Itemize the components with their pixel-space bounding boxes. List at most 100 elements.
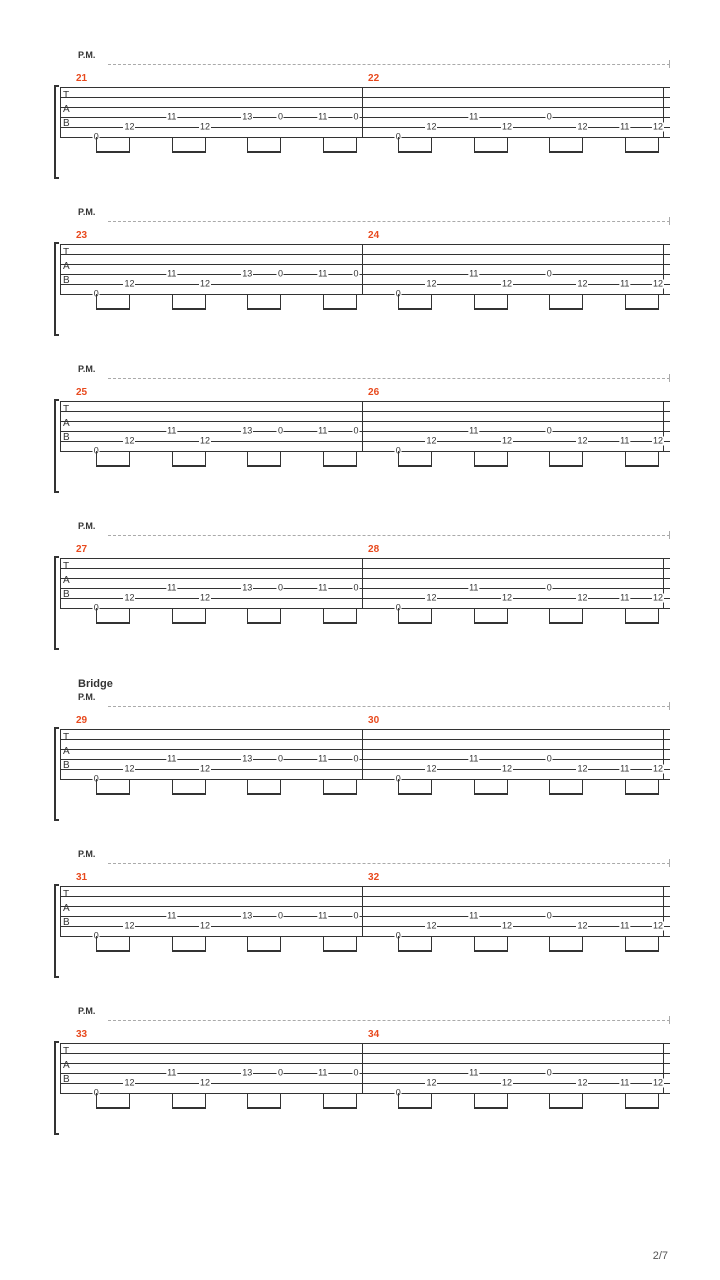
barline	[362, 244, 363, 294]
fret-number: 13	[241, 427, 253, 436]
measure-number: 22	[368, 73, 379, 84]
fret-number: 0	[352, 912, 359, 921]
fret-number: 0	[352, 113, 359, 122]
measure-number: 23	[76, 230, 87, 241]
tab-staff: TAB012111213011001211120121112	[60, 558, 670, 608]
fret-number: 12	[501, 280, 513, 289]
fret-number: 11	[166, 427, 177, 436]
tab-staff: TAB012111213011001211120121112	[60, 87, 670, 137]
barline	[362, 558, 363, 608]
tab-clef: TAB	[63, 890, 70, 932]
fret-number: 0	[277, 1069, 284, 1078]
fret-number: 11	[619, 594, 630, 603]
fret-number: 12	[576, 123, 588, 132]
fret-number: 12	[199, 123, 211, 132]
pm-label: P.M.	[78, 364, 670, 374]
system-bracket	[50, 1029, 60, 1115]
tab-clef: TAB	[63, 91, 70, 133]
tab-staff: TAB012111213011001211120121112	[60, 729, 670, 779]
stem-row	[60, 608, 670, 630]
fret-number: 11	[619, 922, 630, 931]
fret-number: 12	[501, 594, 513, 603]
stem-row	[60, 779, 670, 801]
pm-label: P.M.	[78, 207, 670, 217]
fret-number: 12	[199, 922, 211, 931]
fret-number: 11	[317, 912, 328, 921]
fret-number: 12	[123, 437, 135, 446]
tab-clef: TAB	[63, 1047, 70, 1089]
barline	[362, 1043, 363, 1093]
fret-number: 11	[317, 584, 328, 593]
fret-number: 0	[546, 755, 553, 764]
fret-number: 12	[501, 765, 513, 774]
fret-number: 12	[425, 280, 437, 289]
fret-number: 12	[199, 594, 211, 603]
barline	[362, 886, 363, 936]
fret-number: 11	[468, 427, 479, 436]
barline	[60, 729, 61, 779]
pm-label: P.M.	[78, 521, 670, 531]
pm-label: P.M.	[78, 50, 670, 60]
barline	[362, 401, 363, 451]
barline	[60, 401, 61, 451]
fret-number: 11	[317, 427, 328, 436]
pm-dashes	[108, 218, 670, 226]
fret-number: 13	[241, 113, 253, 122]
barline	[60, 1043, 61, 1093]
fret-number: 0	[352, 270, 359, 279]
section-label: Bridge	[78, 678, 670, 690]
fret-number: 12	[123, 922, 135, 931]
fret-number: 12	[501, 1079, 513, 1088]
measure-number: 30	[368, 715, 379, 726]
fret-number: 12	[199, 1079, 211, 1088]
fret-number: 0	[352, 755, 359, 764]
pm-dashes	[108, 375, 670, 383]
tab-system: P.M.2122TAB012111213011001211120121112	[50, 50, 670, 159]
fret-number: 0	[546, 1069, 553, 1078]
pm-label: P.M.	[78, 1006, 670, 1016]
pm-dashes	[108, 61, 670, 69]
pm-label: P.M.	[78, 849, 670, 859]
fret-number: 11	[619, 437, 630, 446]
stem-row	[60, 137, 670, 159]
fret-number: 11	[166, 270, 177, 279]
tab-clef: TAB	[63, 733, 70, 775]
fret-number: 12	[425, 437, 437, 446]
fret-number: 11	[468, 113, 479, 122]
stem-row	[60, 451, 670, 473]
pm-label: P.M.	[78, 692, 670, 702]
tab-clef: TAB	[63, 248, 70, 290]
fret-number: 11	[468, 1069, 479, 1078]
fret-number: 12	[501, 123, 513, 132]
measure-number: 21	[76, 73, 87, 84]
fret-number: 12	[652, 922, 664, 931]
tab-system: P.M.3132TAB012111213011001211120121112	[50, 849, 670, 958]
fret-number: 11	[166, 1069, 177, 1078]
tab-clef: TAB	[63, 562, 70, 604]
fret-number: 12	[576, 1079, 588, 1088]
stem-row	[60, 936, 670, 958]
fret-number: 11	[166, 584, 177, 593]
tab-staff: TAB012111213011001211120121112	[60, 886, 670, 936]
fret-number: 12	[576, 922, 588, 931]
fret-number: 0	[546, 113, 553, 122]
barline	[60, 558, 61, 608]
measure-number: 25	[76, 387, 87, 398]
fret-number: 0	[277, 755, 284, 764]
tab-system: P.M.2526TAB012111213011001211120121112	[50, 364, 670, 473]
system-bracket	[50, 387, 60, 473]
fret-number: 12	[199, 437, 211, 446]
page-number: 2/7	[653, 1250, 668, 1262]
tab-system: P.M.2324TAB012111213011001211120121112	[50, 207, 670, 316]
fret-number: 0	[277, 427, 284, 436]
fret-number: 12	[123, 594, 135, 603]
fret-number: 12	[652, 123, 664, 132]
fret-number: 12	[425, 594, 437, 603]
pm-dashes	[108, 1017, 670, 1025]
fret-number: 12	[501, 437, 513, 446]
measure-number: 34	[368, 1029, 379, 1040]
fret-number: 0	[546, 584, 553, 593]
fret-number: 11	[317, 113, 328, 122]
barline	[60, 886, 61, 936]
fret-number: 12	[652, 437, 664, 446]
